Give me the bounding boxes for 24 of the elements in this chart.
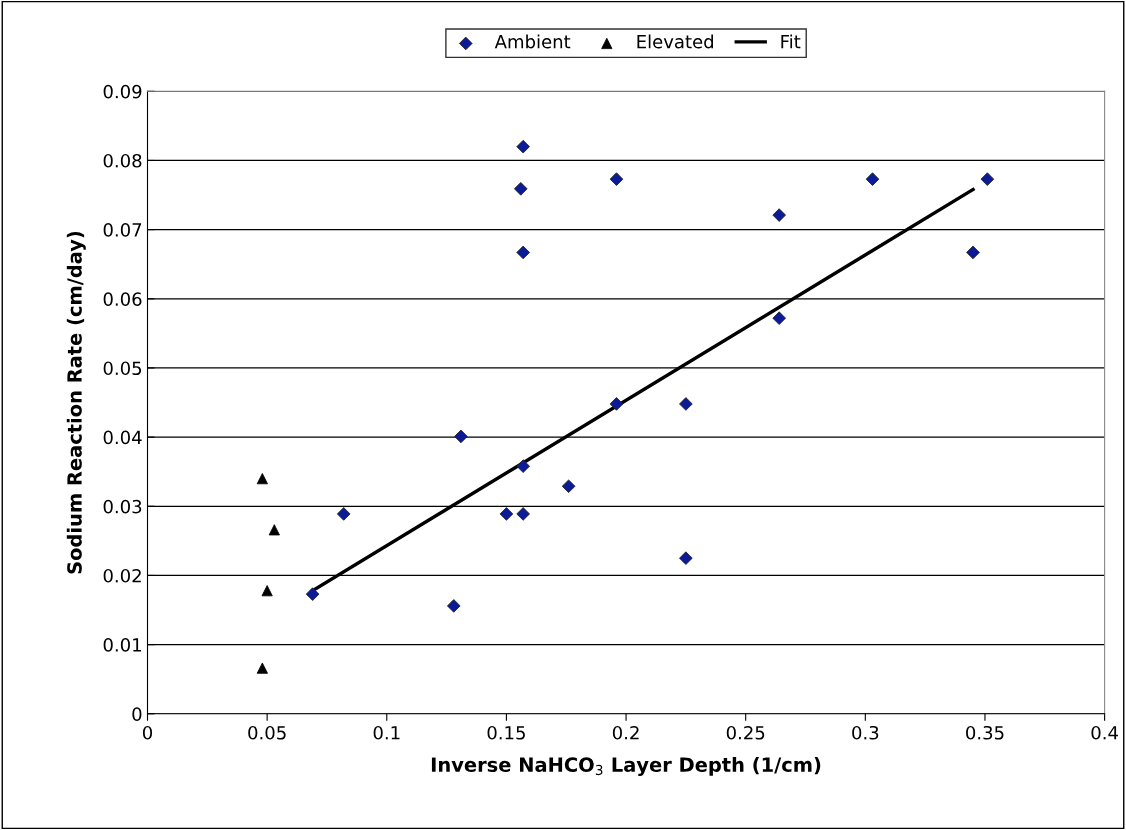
x-tick-label: 0.25 <box>726 725 765 740</box>
y-axis-title: Sodium Reaction Rate (cm/day) <box>66 231 86 574</box>
y-tick-label: 0.05 <box>103 361 142 376</box>
x-tick-label: 0.1 <box>373 725 400 740</box>
y-tick-label: 0.04 <box>103 430 142 445</box>
y-tick-label: 0.01 <box>103 638 141 652</box>
x-axis-title: Inverse NaHCO$_{3}$ Layer Depth (1/cm) <box>431 756 821 776</box>
x-tick-label: 0.4 <box>1091 725 1118 740</box>
y-tick-label: 0.09 <box>103 84 142 99</box>
y-tick-label: 0 <box>132 707 142 721</box>
y-tick-label: 0.02 <box>103 568 141 583</box>
y-tick-label: 0.03 <box>103 499 142 514</box>
x-tick-label: 0 <box>142 725 153 740</box>
x-tick-label: 0.2 <box>612 725 639 740</box>
y-tick-label: 0.06 <box>103 292 142 306</box>
legend-label: Ambient <box>494 34 571 49</box>
legend-label: Fit <box>781 34 801 49</box>
x-tick-label: 0.05 <box>248 725 286 740</box>
legend-label: Elevated <box>637 34 713 49</box>
y-tick-label: 0.07 <box>103 223 142 237</box>
x-tick-label: 0.35 <box>966 725 1004 740</box>
x-tick-label: 0.15 <box>487 725 525 740</box>
y-tick-label: 0.08 <box>103 153 142 168</box>
x-tick-label: 0.3 <box>852 725 879 740</box>
